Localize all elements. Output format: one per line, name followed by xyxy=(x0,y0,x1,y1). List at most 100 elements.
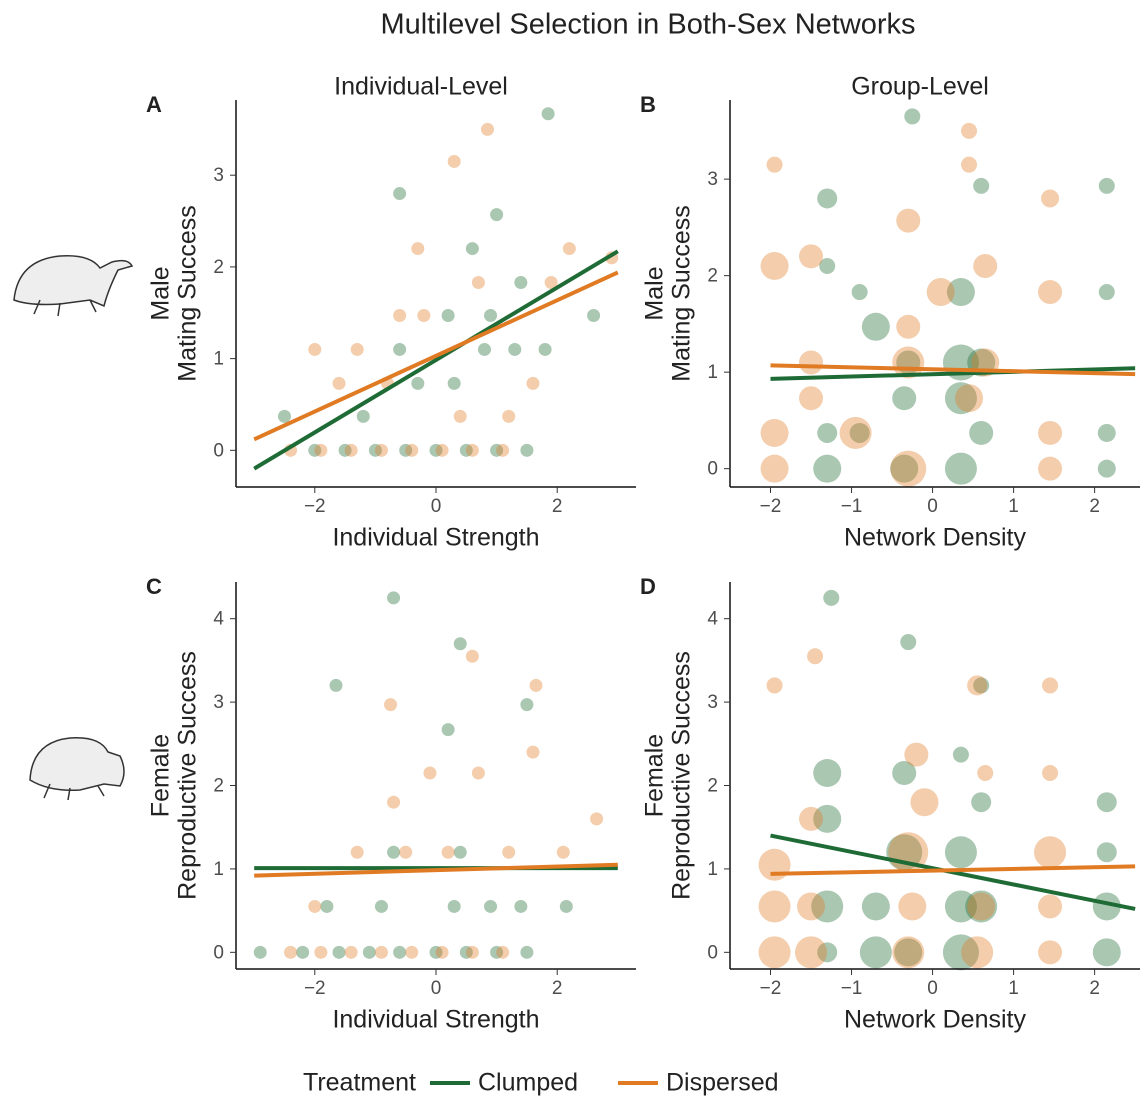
point xyxy=(320,899,334,913)
point xyxy=(423,766,437,780)
point xyxy=(799,244,824,269)
points xyxy=(760,108,1116,487)
point xyxy=(799,386,824,411)
point xyxy=(849,422,870,443)
point xyxy=(1042,764,1059,781)
point xyxy=(447,376,461,390)
point xyxy=(490,208,504,222)
point xyxy=(496,443,510,457)
point xyxy=(368,443,382,457)
point xyxy=(1096,792,1117,813)
point xyxy=(332,376,346,390)
x-tick-label: 0 xyxy=(431,978,442,999)
point xyxy=(795,936,828,969)
point xyxy=(797,892,826,921)
point xyxy=(559,899,573,913)
point xyxy=(471,766,485,780)
x-tick-label: −2 xyxy=(304,496,326,517)
y-tick-label: 0 xyxy=(707,459,718,480)
point xyxy=(961,936,994,969)
point xyxy=(387,591,401,605)
point xyxy=(526,376,540,390)
point xyxy=(1041,189,1060,208)
point xyxy=(892,386,917,411)
point xyxy=(562,242,576,256)
x-axis-label: Network Density xyxy=(844,1006,1026,1034)
point xyxy=(508,342,522,356)
point xyxy=(894,938,923,967)
point xyxy=(910,788,939,817)
point xyxy=(817,942,838,963)
point xyxy=(484,309,498,323)
point xyxy=(526,745,540,759)
point xyxy=(900,634,917,651)
point xyxy=(447,154,461,168)
point xyxy=(520,698,534,712)
point xyxy=(1038,940,1063,965)
y-tick-label: 3 xyxy=(213,692,224,713)
point xyxy=(971,792,992,813)
point xyxy=(417,309,431,323)
x-tick-label: 0 xyxy=(927,978,938,999)
point xyxy=(590,812,604,826)
point xyxy=(374,443,388,457)
point xyxy=(441,723,455,737)
point xyxy=(766,677,783,694)
y-tick-label: 1 xyxy=(707,362,718,383)
point xyxy=(490,443,504,457)
y-tick-label: 0 xyxy=(213,440,224,461)
point xyxy=(952,746,969,763)
point xyxy=(459,945,473,959)
y-tick-label: 3 xyxy=(213,165,224,186)
point xyxy=(817,422,838,443)
beetle-icon-male xyxy=(13,255,134,317)
point xyxy=(405,443,419,457)
point xyxy=(447,899,461,913)
y-tick-label: 1 xyxy=(213,349,224,370)
point xyxy=(308,899,322,913)
legend-label: Dispersed xyxy=(666,1069,779,1097)
panel-title: Individual-Level xyxy=(334,73,508,101)
point xyxy=(393,309,407,323)
y-axis-label: Mating Success xyxy=(174,205,202,381)
point xyxy=(362,945,376,959)
point xyxy=(811,890,844,923)
x-tick-label: 2 xyxy=(1089,496,1100,517)
point xyxy=(967,675,988,696)
x-axis-label: Network Density xyxy=(844,524,1026,552)
point xyxy=(961,122,978,139)
point xyxy=(296,945,310,959)
fit-line xyxy=(770,864,1136,876)
point xyxy=(967,892,996,921)
point xyxy=(1097,459,1116,478)
point xyxy=(314,443,328,457)
point xyxy=(758,890,791,923)
point xyxy=(1092,892,1121,921)
point xyxy=(944,452,977,485)
y-tick-label: 2 xyxy=(707,266,718,287)
x-axis-label: Individual Strength xyxy=(332,1006,539,1034)
point xyxy=(344,945,358,959)
point xyxy=(435,945,449,959)
point xyxy=(892,936,925,969)
point xyxy=(890,450,927,487)
point xyxy=(453,637,467,651)
point xyxy=(965,890,998,923)
panel: C 0 1 2 3 4 −2 0 2 Individual Strength Female Repro… xyxy=(146,574,636,1034)
panel: B Group-Level 0 1 2 3 −2 −1 0 1 2 Network Density Ma… xyxy=(640,73,1140,552)
point xyxy=(502,409,516,423)
y-tick-label: 0 xyxy=(707,942,718,963)
point xyxy=(1038,456,1063,481)
y-tick-label: 2 xyxy=(213,776,224,797)
point xyxy=(892,760,917,785)
figure-title: Multilevel Selection in Both-Sex Network… xyxy=(380,9,915,41)
point xyxy=(813,758,842,787)
point xyxy=(344,443,358,457)
point xyxy=(453,409,467,423)
point xyxy=(961,156,978,173)
point xyxy=(471,275,485,289)
y-axis-label: Mating Success xyxy=(668,205,696,381)
y-tick-label: 0 xyxy=(213,942,224,963)
point xyxy=(973,677,990,694)
point xyxy=(411,242,425,256)
